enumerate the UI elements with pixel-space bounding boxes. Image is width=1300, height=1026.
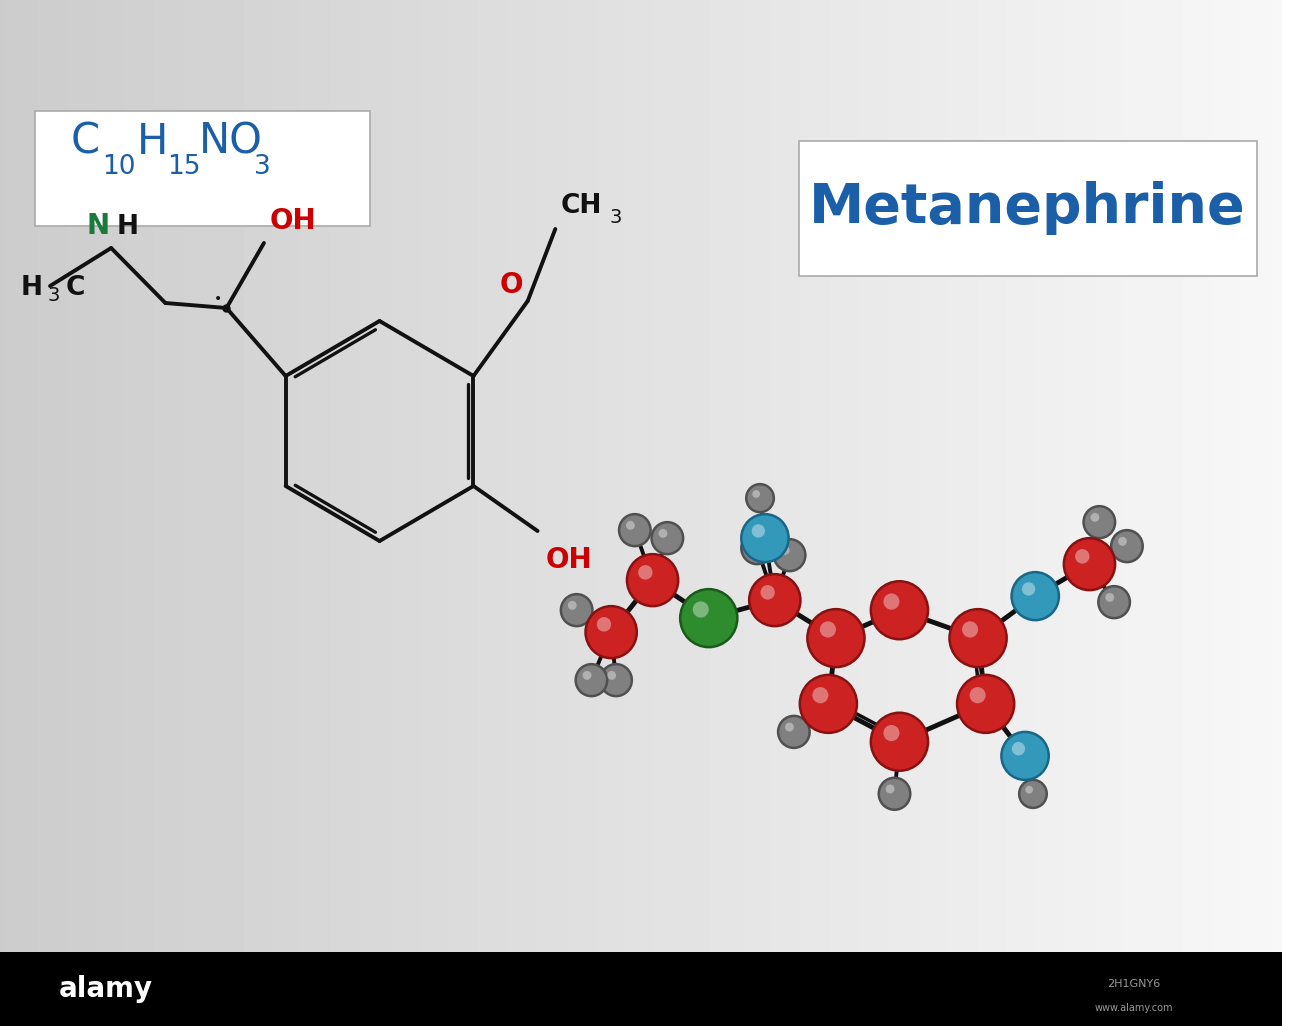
Circle shape: [1098, 586, 1130, 618]
Circle shape: [560, 594, 593, 626]
Text: Metanephrine: Metanephrine: [809, 181, 1245, 235]
Circle shape: [741, 514, 789, 562]
Circle shape: [1019, 780, 1046, 807]
Circle shape: [812, 687, 828, 703]
Circle shape: [779, 716, 810, 748]
Circle shape: [680, 589, 737, 647]
Bar: [0, 952, 1282, 1026]
Circle shape: [597, 617, 611, 632]
Circle shape: [774, 539, 806, 571]
Text: OH: OH: [270, 207, 316, 235]
Text: CH: CH: [560, 193, 602, 219]
Circle shape: [627, 554, 679, 606]
Circle shape: [746, 484, 774, 512]
Text: H: H: [117, 214, 139, 240]
FancyBboxPatch shape: [35, 111, 369, 226]
Circle shape: [619, 514, 650, 546]
Circle shape: [885, 785, 894, 793]
Circle shape: [1084, 506, 1115, 539]
Circle shape: [760, 585, 775, 599]
Circle shape: [962, 622, 978, 637]
Text: alamy: alamy: [60, 975, 153, 1003]
Text: 10: 10: [103, 154, 136, 180]
Circle shape: [651, 522, 682, 554]
Circle shape: [1112, 530, 1143, 562]
Circle shape: [957, 675, 1014, 733]
Circle shape: [568, 601, 577, 609]
Circle shape: [1118, 537, 1127, 546]
Circle shape: [807, 609, 864, 667]
Circle shape: [781, 546, 789, 555]
Text: 3: 3: [610, 208, 621, 227]
Circle shape: [582, 671, 592, 680]
Circle shape: [741, 532, 772, 564]
Circle shape: [871, 713, 928, 771]
Circle shape: [879, 778, 910, 810]
Circle shape: [820, 622, 836, 637]
Circle shape: [1011, 573, 1059, 620]
Circle shape: [871, 582, 928, 639]
Circle shape: [1022, 582, 1035, 596]
Circle shape: [884, 593, 900, 609]
Circle shape: [693, 601, 709, 618]
Circle shape: [753, 490, 760, 498]
Text: •: •: [214, 292, 222, 306]
Circle shape: [1011, 742, 1026, 755]
Text: H: H: [136, 121, 169, 163]
Text: C: C: [66, 275, 86, 301]
Circle shape: [785, 722, 794, 732]
Text: 2H1GNY6: 2H1GNY6: [1108, 979, 1161, 989]
Text: O: O: [499, 271, 523, 299]
Text: C: C: [72, 121, 100, 163]
Text: NO: NO: [199, 121, 263, 163]
FancyBboxPatch shape: [798, 141, 1257, 276]
Text: OH: OH: [546, 546, 592, 574]
Circle shape: [800, 675, 857, 733]
Circle shape: [585, 606, 637, 658]
Circle shape: [1063, 539, 1115, 590]
Circle shape: [1105, 593, 1114, 602]
Circle shape: [576, 664, 607, 697]
Circle shape: [970, 687, 985, 703]
Circle shape: [884, 725, 900, 741]
Circle shape: [949, 609, 1006, 667]
Circle shape: [638, 565, 653, 580]
Circle shape: [1091, 513, 1100, 522]
Text: 3: 3: [255, 154, 272, 180]
Circle shape: [1001, 732, 1049, 780]
Circle shape: [751, 524, 764, 538]
Circle shape: [627, 521, 634, 529]
Circle shape: [659, 528, 667, 538]
Text: 3: 3: [47, 286, 60, 306]
Text: N: N: [86, 212, 109, 240]
Text: H: H: [20, 275, 42, 301]
Circle shape: [601, 664, 632, 697]
Circle shape: [1026, 786, 1034, 794]
Circle shape: [1075, 549, 1089, 563]
Circle shape: [749, 539, 757, 548]
Text: 15: 15: [168, 154, 202, 180]
Circle shape: [749, 575, 801, 626]
Text: www.alamy.com: www.alamy.com: [1095, 1003, 1173, 1013]
Circle shape: [607, 671, 616, 680]
